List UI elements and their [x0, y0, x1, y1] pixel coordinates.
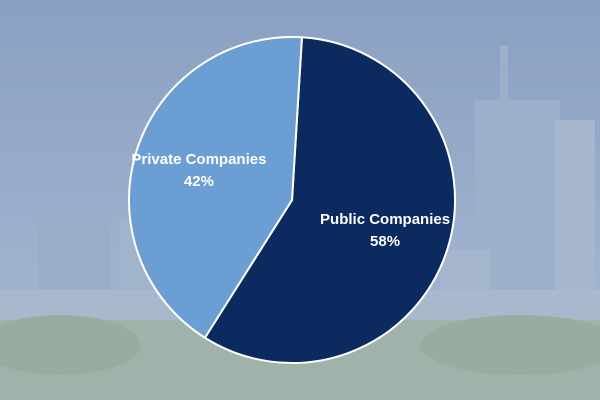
- slice-label: Public Companies: [320, 211, 450, 228]
- pie-slice: [203, 36, 456, 364]
- pie: Public Companies 58% Private Companies 42%: [128, 36, 456, 364]
- pie-slice: [128, 36, 304, 340]
- slice-value-label: 42%: [184, 173, 214, 190]
- slice-value-label: 58%: [370, 233, 400, 250]
- slice-label: Private Companies: [131, 151, 266, 168]
